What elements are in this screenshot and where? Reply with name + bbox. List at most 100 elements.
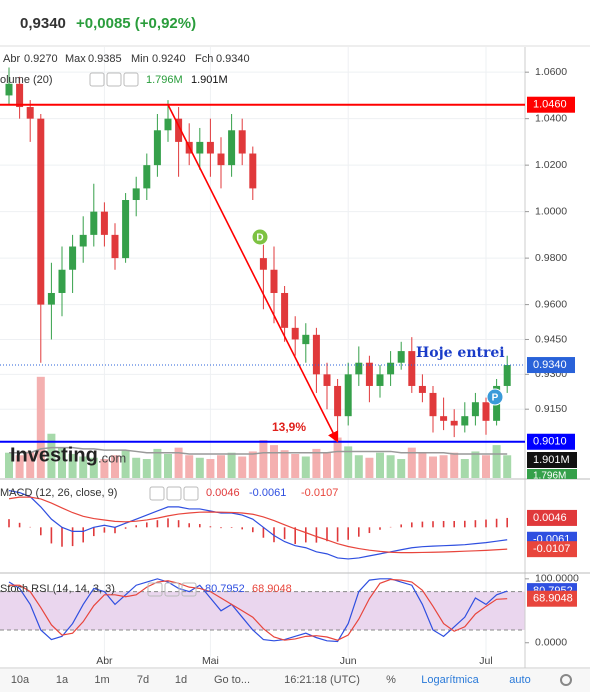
- volume-bar: [153, 448, 162, 478]
- candle-body: [440, 416, 448, 421]
- candle-body: [217, 153, 225, 166]
- macd-histogram-bar: [82, 527, 84, 543]
- volume-bar: [164, 453, 172, 478]
- y-tick-label: 0.9800: [535, 252, 567, 264]
- rsi-value-box: [527, 590, 577, 607]
- legend-high-label: Max: [65, 53, 86, 65]
- macd-histogram-bar: [177, 520, 180, 528]
- macd-histogram-bar: [124, 527, 127, 529]
- macd-histogram-bar: [294, 527, 296, 545]
- candle-body: [323, 374, 331, 386]
- macd-histogram-bar: [506, 517, 508, 528]
- y-tick-label: 0.9150: [535, 403, 567, 415]
- macd-histogram-bar: [71, 527, 74, 547]
- macd-histogram-bar: [18, 522, 21, 528]
- candle-body: [302, 334, 310, 345]
- volume-bar: [376, 452, 384, 478]
- plot-area: [0, 47, 525, 660]
- toolbar-item: 16:21:18 (UTC): [284, 674, 360, 686]
- macd-histogram-bar: [241, 527, 243, 530]
- toolbar-item[interactable]: auto: [509, 674, 530, 686]
- macd-histogram-bar: [315, 527, 318, 543]
- candle-body: [16, 83, 24, 108]
- candle-body: [376, 374, 384, 386]
- macd-histogram-bar: [368, 527, 371, 534]
- macd-histogram-bar: [50, 527, 53, 544]
- candle-body: [100, 211, 108, 235]
- toolbar-item[interactable]: 1m: [94, 674, 109, 686]
- legend-icons: [89, 72, 199, 597]
- rsi-legend-value: 80.7952: [205, 583, 245, 595]
- trend-line: [167, 104, 339, 443]
- volume-bar: [323, 452, 331, 478]
- volume-bar: [217, 455, 225, 478]
- volume-bar: [312, 448, 321, 478]
- toolbar-item[interactable]: Go to...: [214, 674, 250, 686]
- candle-body: [132, 188, 140, 201]
- volume-bar: [58, 447, 66, 478]
- volume-bar: [386, 455, 395, 478]
- candle-body: [122, 200, 130, 259]
- macd-histogram-bar: [305, 527, 307, 543]
- settings-icon[interactable]: [560, 674, 572, 686]
- candle-body: [206, 141, 214, 154]
- marker: [251, 228, 269, 246]
- price-label-box: [527, 96, 575, 113]
- candle-body: [270, 269, 278, 293]
- marker: [486, 388, 504, 406]
- volume-bar: [503, 455, 512, 478]
- volume-ma-line: [9, 446, 508, 455]
- volume-bar: [89, 457, 98, 478]
- macd-value-label: -0.0107: [533, 543, 570, 555]
- macd-line: [8, 489, 508, 560]
- macd-histogram-bar: [114, 527, 116, 534]
- toolbar-item[interactable]: 1d: [175, 674, 187, 686]
- candle-body: [355, 362, 363, 375]
- candle-body: [153, 130, 161, 166]
- rsi-title: Stoch RSI (14, 14, 3, 3): [0, 583, 115, 595]
- macd-histogram-bar: [262, 527, 265, 538]
- logo-brand: Investing: [10, 444, 98, 466]
- y-tick-label: 1.0600: [535, 66, 567, 78]
- volume-bar: [111, 455, 119, 478]
- x-tick-label: Mai: [202, 655, 219, 667]
- volume-bar: [439, 455, 448, 478]
- candle-body: [461, 416, 469, 426]
- legend-close: 0.9340: [216, 53, 250, 65]
- volume-bar: [36, 376, 45, 478]
- volume-bar: [429, 456, 437, 478]
- y-tick-label: 1.0400: [535, 112, 567, 124]
- volume-box: [527, 469, 577, 479]
- candle-body: [281, 292, 289, 328]
- macd-histogram-bar: [421, 521, 424, 528]
- toolbar-item[interactable]: Logarítmica: [421, 674, 479, 686]
- volume-bar: [26, 451, 35, 478]
- volume-bar: [365, 457, 374, 478]
- macd-value-box: [527, 509, 577, 526]
- volume-bar: [471, 451, 480, 478]
- candle-body: [5, 83, 13, 96]
- candle-body: [37, 118, 45, 305]
- toolbar-item[interactable]: %: [386, 674, 396, 686]
- candle-body: [418, 385, 426, 393]
- macd-histogram-bar: [442, 520, 445, 528]
- macd-histogram-bar: [40, 527, 42, 536]
- toolbar-item[interactable]: 1a: [56, 674, 69, 686]
- x-tick-label: Jun: [340, 655, 357, 667]
- candle-body: [90, 211, 98, 235]
- candle-body: [164, 118, 172, 131]
- macd-histogram-bar: [209, 526, 212, 528]
- candle-body: [429, 392, 437, 417]
- candle-body: [196, 141, 204, 154]
- candle-body: [503, 365, 511, 386]
- y-tick-label: 1.0200: [535, 159, 567, 171]
- toolbar-item[interactable]: 10a: [11, 674, 30, 686]
- legend-close-label: Fch: [195, 53, 213, 65]
- volume-bar: [270, 445, 278, 478]
- toolbar: [0, 669, 590, 692]
- price: 0,9340: [20, 15, 66, 32]
- candle-body: [408, 351, 416, 386]
- macd-histogram-bar: [167, 518, 169, 528]
- toolbar-item[interactable]: 7d: [137, 674, 149, 686]
- volume-bar: [174, 447, 183, 478]
